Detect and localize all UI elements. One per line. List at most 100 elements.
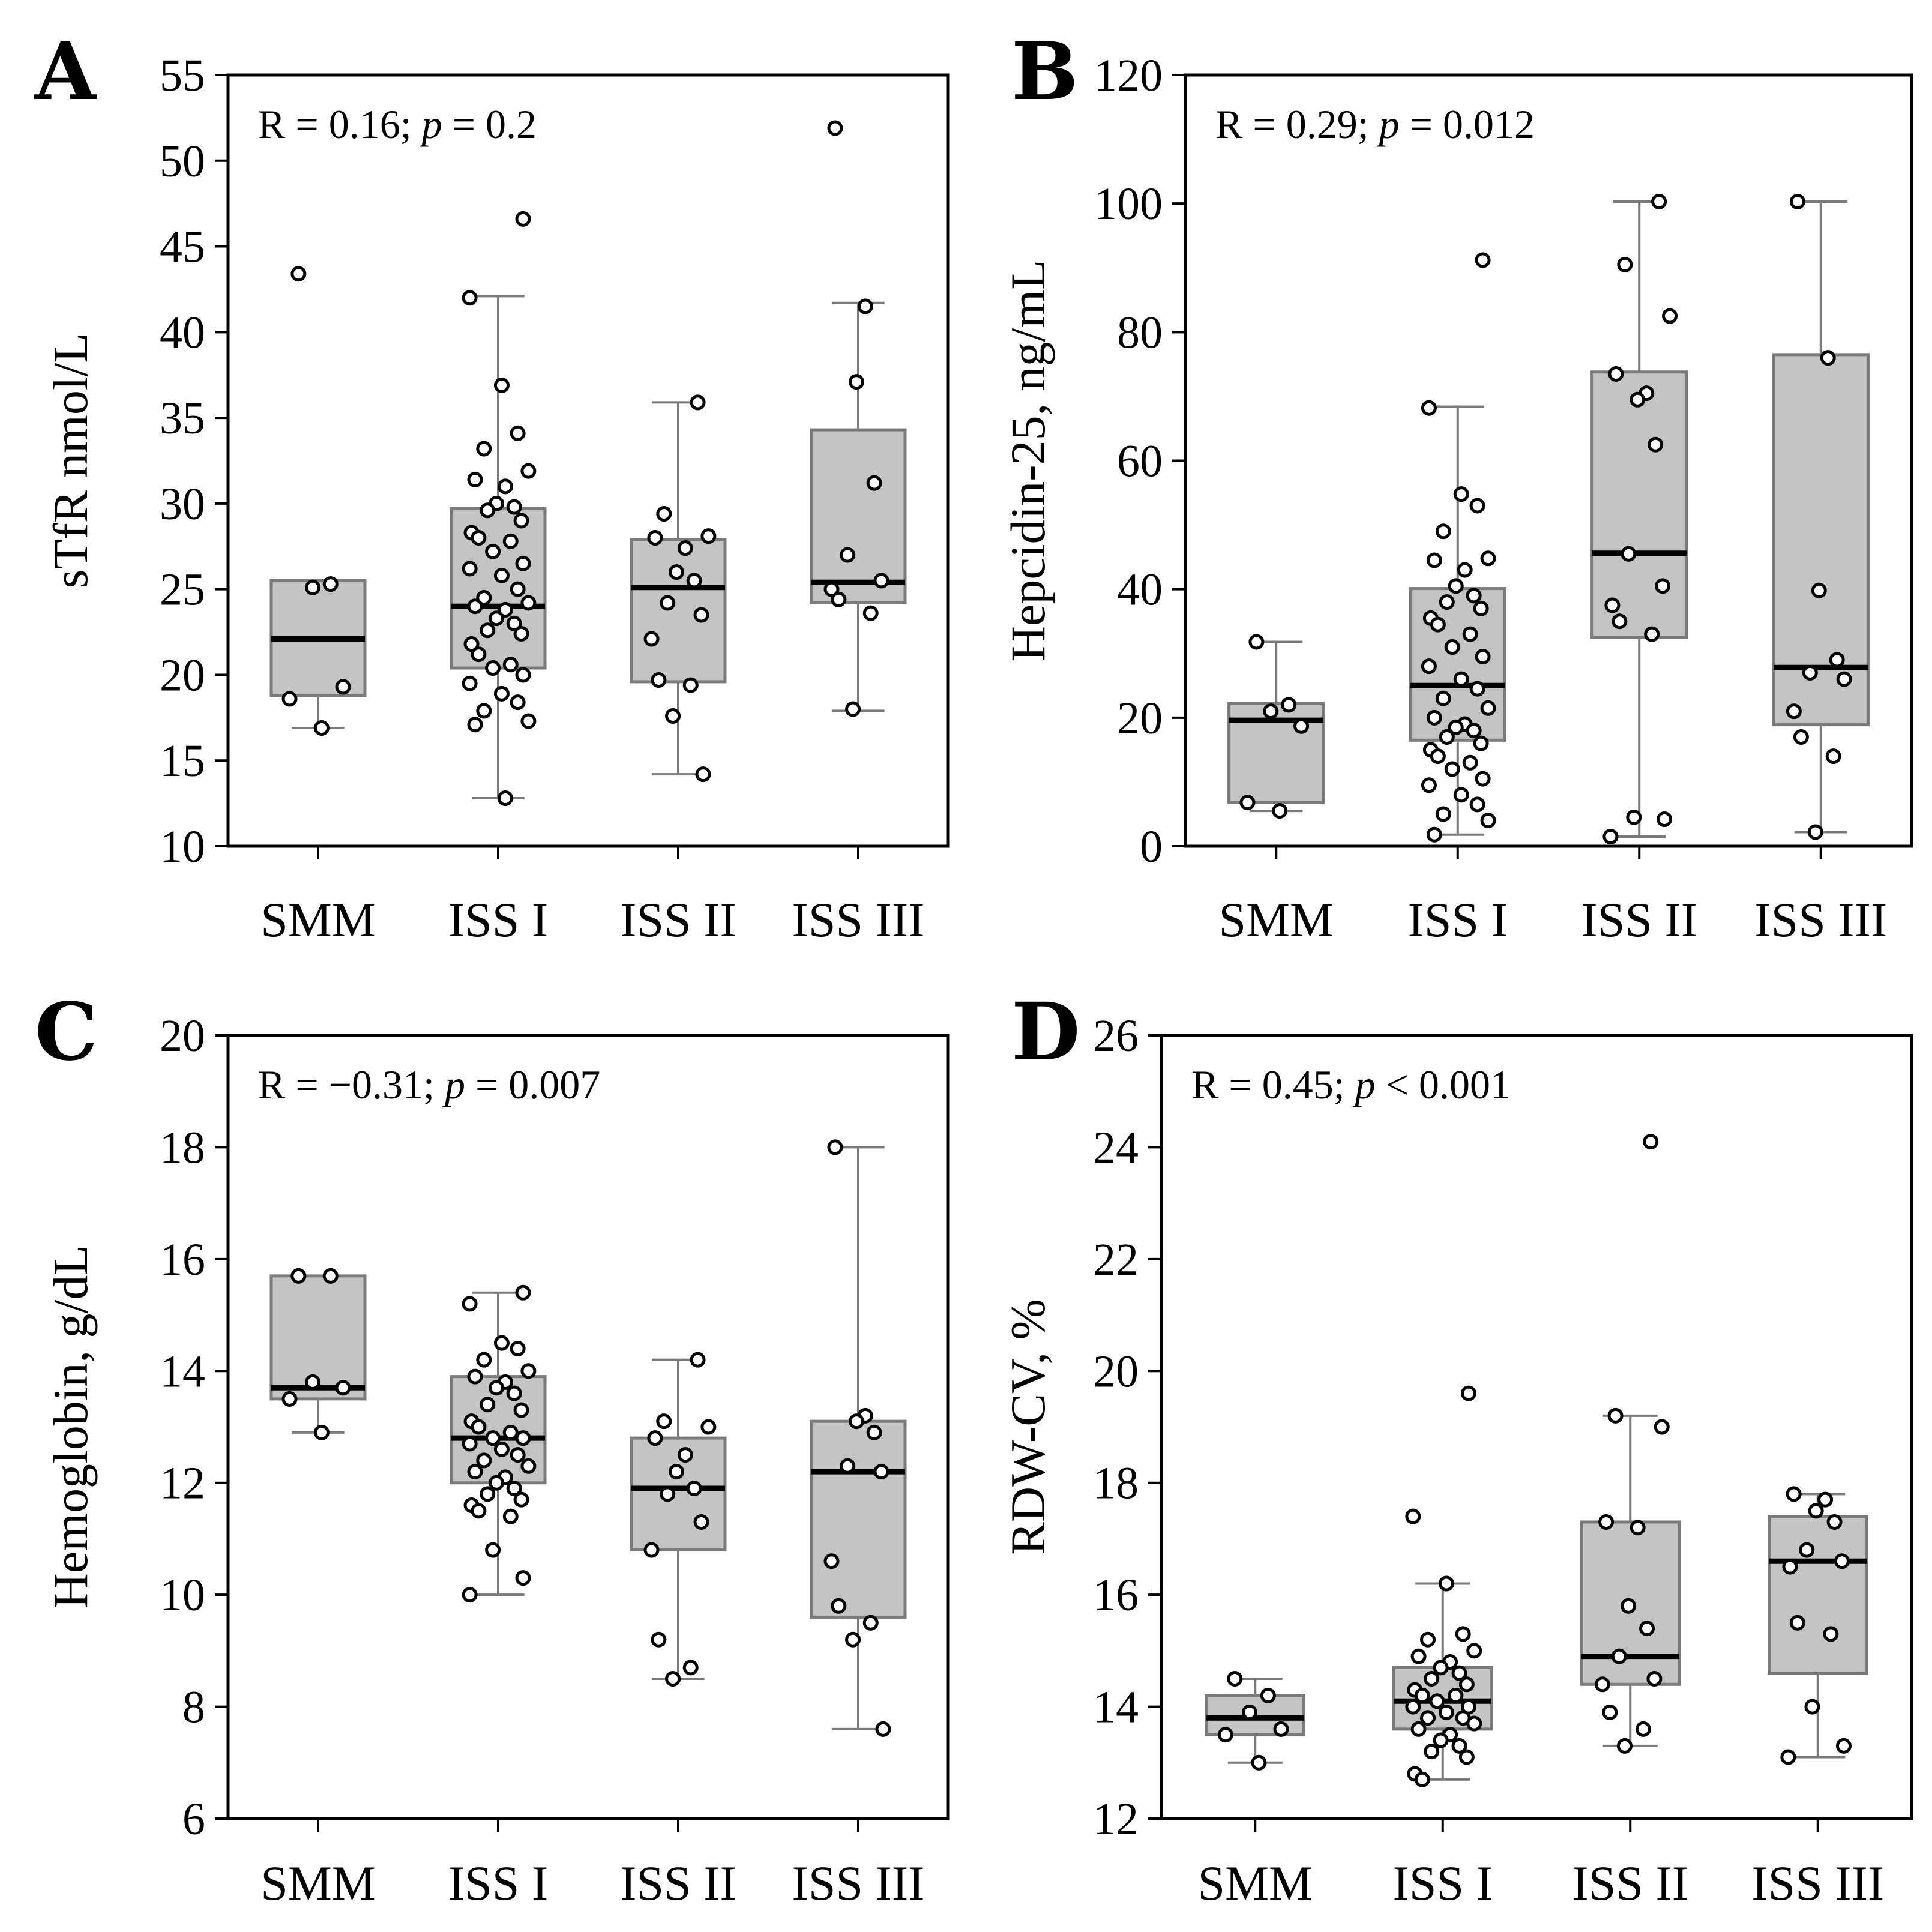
data-point xyxy=(471,1503,487,1519)
data-point xyxy=(1639,1621,1655,1637)
data-point xyxy=(510,694,526,711)
data-point xyxy=(1455,1626,1471,1642)
y-tick-label: 35 xyxy=(160,393,205,444)
y-tick-label: 20 xyxy=(160,1011,205,1061)
correlation-annotation: R = 0.45; p < 0.001 xyxy=(1191,1062,1511,1107)
data-point xyxy=(493,567,510,583)
data-point xyxy=(502,657,519,673)
data-point xyxy=(1825,748,1841,765)
x-category-label: ISS II xyxy=(620,892,736,947)
group-iss-i xyxy=(1392,1385,1493,1787)
data-point xyxy=(1480,700,1496,716)
annotation-suffix: = 0.007 xyxy=(465,1062,600,1107)
data-point xyxy=(1834,1553,1850,1569)
data-point xyxy=(1662,308,1678,324)
data-point xyxy=(840,547,856,563)
data-point xyxy=(462,675,478,691)
data-point xyxy=(656,1413,672,1430)
data-point xyxy=(462,561,478,577)
data-point xyxy=(1602,1704,1618,1720)
y-tick-label: 22 xyxy=(1093,1235,1139,1285)
data-point xyxy=(1807,824,1823,840)
data-point xyxy=(686,573,702,589)
data-point xyxy=(1651,193,1667,209)
data-point xyxy=(467,471,483,487)
data-point xyxy=(1217,1727,1233,1743)
data-point xyxy=(845,1631,861,1648)
data-point xyxy=(515,1284,531,1301)
data-point xyxy=(1414,1771,1430,1787)
panel-letter: A xyxy=(34,25,97,118)
y-tick-label: 50 xyxy=(160,136,205,187)
data-point xyxy=(1473,735,1489,751)
data-point xyxy=(1426,709,1442,726)
x-category-label: SMM xyxy=(260,1856,375,1910)
data-point xyxy=(827,1139,843,1155)
data-point xyxy=(1820,350,1836,366)
y-axis-label: Hepcidin-25, ng/mL xyxy=(1001,260,1055,662)
x-category-label: ISS II xyxy=(1572,1856,1688,1910)
group-smm xyxy=(269,266,367,736)
data-point xyxy=(1451,1738,1467,1754)
y-tick-label: 40 xyxy=(1117,565,1163,615)
data-point xyxy=(497,478,513,495)
data-point xyxy=(467,598,483,615)
data-point xyxy=(1611,1648,1627,1664)
data-point xyxy=(515,211,531,227)
data-point xyxy=(643,1542,660,1558)
data-point xyxy=(873,1464,889,1480)
data-point xyxy=(335,1380,351,1396)
y-tick-label: 15 xyxy=(160,736,205,786)
annotation-p-symbol: p xyxy=(442,1062,465,1107)
data-point xyxy=(471,646,487,663)
data-point xyxy=(690,394,706,411)
x-category-label: ISS III xyxy=(1751,1856,1884,1910)
data-point xyxy=(1241,1704,1257,1720)
data-point xyxy=(1421,400,1437,416)
data-point xyxy=(1607,1407,1624,1424)
data-point xyxy=(1433,1732,1449,1748)
data-point xyxy=(322,1268,339,1284)
data-point xyxy=(651,672,667,688)
y-tick-label: 26 xyxy=(1093,1011,1139,1061)
group-iss-iii xyxy=(810,1139,907,1737)
data-point xyxy=(476,441,492,457)
x-category-label: ISS II xyxy=(1581,892,1697,947)
data-point xyxy=(1466,723,1482,739)
data-point xyxy=(1439,594,1455,610)
annotation-p-symbol: p xyxy=(1377,101,1400,147)
group-smm xyxy=(1205,1670,1305,1771)
data-point xyxy=(643,631,660,647)
data-point xyxy=(1594,1676,1610,1693)
data-point xyxy=(467,1368,483,1385)
data-point xyxy=(1433,1660,1449,1676)
panel-letter: B xyxy=(1011,25,1079,118)
y-tick-label: 55 xyxy=(160,50,205,101)
data-point xyxy=(502,1424,519,1440)
data-point xyxy=(1648,436,1664,453)
group-iss-ii xyxy=(630,394,727,783)
x-category-label: ISS I xyxy=(448,1856,548,1910)
annotation-prefix: R = 0.29; xyxy=(1215,101,1379,147)
data-point xyxy=(1405,1508,1421,1524)
data-point xyxy=(1426,826,1442,843)
data-point xyxy=(1435,690,1451,706)
data-point xyxy=(690,1352,706,1368)
data-point xyxy=(866,1424,882,1440)
y-tick-label: 0 xyxy=(1140,822,1163,872)
x-category-label: ISS III xyxy=(792,1856,925,1910)
data-point xyxy=(1458,1749,1475,1765)
data-point xyxy=(700,1419,717,1435)
data-point xyxy=(510,425,526,441)
y-tick-label: 14 xyxy=(1093,1682,1139,1733)
data-point xyxy=(1802,664,1818,681)
data-point xyxy=(823,581,840,597)
data-point xyxy=(1654,1419,1670,1435)
y-axis-label: Hemoglobin, g/dL xyxy=(43,1245,98,1609)
data-point xyxy=(1630,1520,1646,1536)
data-point xyxy=(677,540,693,556)
data-point xyxy=(1293,718,1310,734)
data-point xyxy=(462,290,478,306)
data-point xyxy=(1836,671,1852,687)
y-tick-label: 16 xyxy=(160,1235,205,1285)
